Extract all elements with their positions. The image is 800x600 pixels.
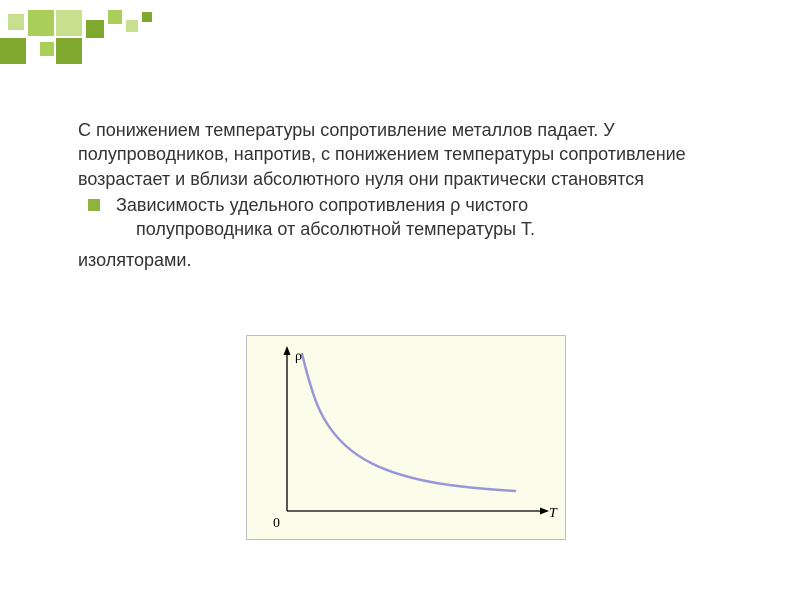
paragraph-2-line2-text: полупроводника от абсолютной температуры…: [136, 219, 535, 239]
paragraph-2-line2: полупроводника от абсолютной температуры…: [116, 217, 728, 241]
izol-word: изоляторами.: [78, 250, 191, 271]
chart-svg: ρ T 0: [247, 336, 567, 541]
decor-square: [56, 38, 82, 64]
decor-square: [86, 20, 104, 38]
decor-square: [8, 14, 24, 30]
decor-square: [28, 10, 54, 36]
svg-text:ρ: ρ: [295, 349, 302, 364]
decor-square: [0, 38, 26, 64]
decor-square: [56, 10, 82, 36]
decorative-squares: [0, 0, 260, 70]
chart-background: ρ T 0: [246, 335, 566, 540]
bullet-item: Зависимость удельного сопротивления ρ чи…: [78, 193, 728, 242]
resistivity-chart: ρ T 0: [246, 335, 566, 540]
paragraph-2-line1: Зависимость удельного сопротивления ρ чи…: [116, 193, 728, 217]
decor-square: [40, 42, 54, 56]
decor-square: [142, 12, 152, 22]
slide-content: С понижением температуры сопротивление м…: [78, 118, 728, 241]
decor-square: [126, 20, 138, 32]
svg-text:0: 0: [273, 516, 280, 531]
paragraph-1: С понижением температуры сопротивление м…: [78, 118, 728, 191]
svg-text:T: T: [549, 506, 558, 521]
decor-square: [108, 10, 122, 24]
bullet-square-icon: [88, 199, 100, 211]
